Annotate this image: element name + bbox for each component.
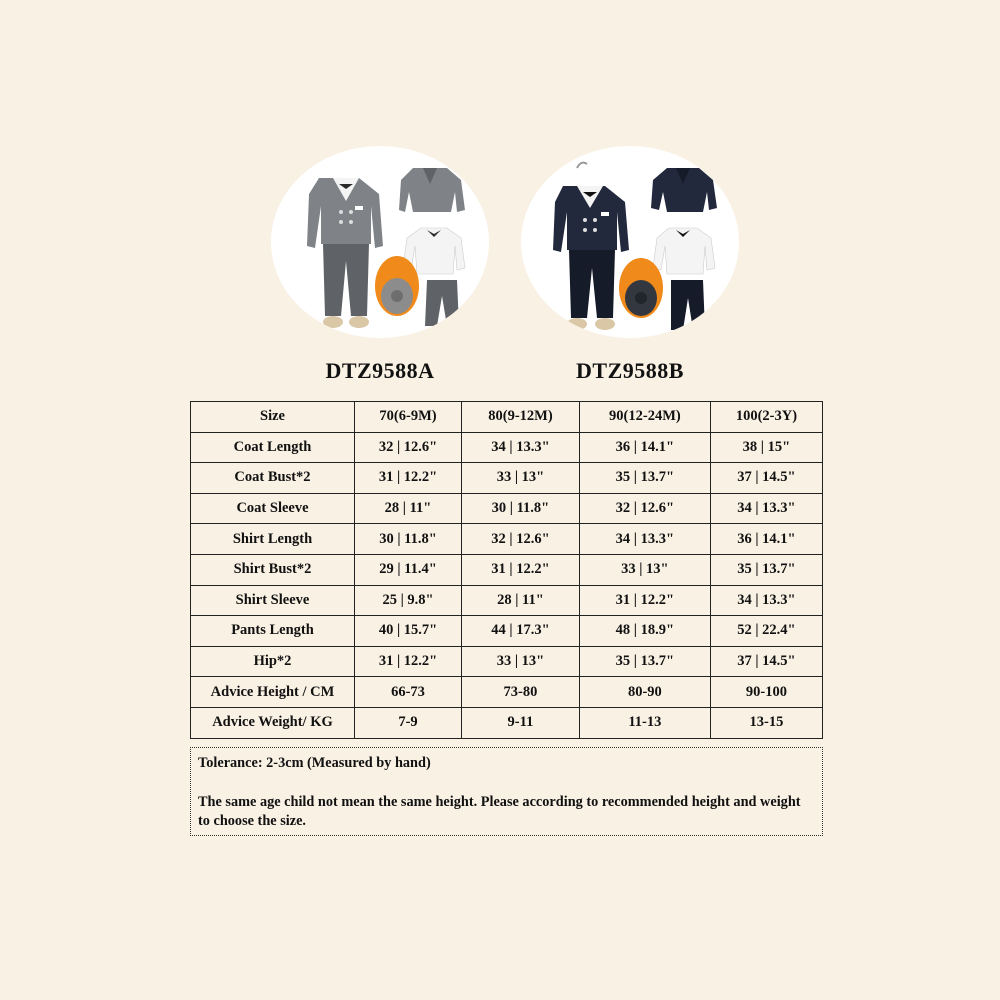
- table-header-cell: Size: [190, 401, 355, 433]
- table-row: Shirt Sleeve 25 | 9.8" 28 | 11" 31 | 12.2" 3…: [190, 584, 824, 617]
- table-cell: 80-90: [578, 676, 711, 708]
- table-cell: 31 | 12.2": [578, 584, 711, 617]
- size-notes: Tolerance: 2-3cm (Measured by hand) The …: [190, 747, 823, 836]
- table-cell: 32 | 12.6": [354, 431, 462, 464]
- table-cell: 28 | 11": [354, 492, 462, 525]
- table-cell: 32 | 12.6": [578, 492, 711, 525]
- table-cell: 11-13: [578, 706, 711, 739]
- table-header-cell: 100(2-3Y): [709, 401, 824, 433]
- table-row: Shirt Length 30 | 11.8" 32 | 12.6" 34 | 13.…: [190, 523, 824, 555]
- table-cell: 73-80: [461, 676, 580, 708]
- table-row: Advice Height / CM 66-73 73-80 80-90 90-100: [190, 676, 824, 708]
- tolerance-note: Tolerance: 2-3cm (Measured by hand): [198, 755, 431, 771]
- table-cell: 31 | 12.2": [354, 462, 462, 494]
- row-label-cell: Coat Bust*2: [190, 462, 355, 494]
- table-cell: 31 | 12.2": [354, 645, 462, 678]
- table-cell: 30 | 11.8": [461, 492, 580, 525]
- table-row: Shirt Bust*2 29 | 11.4" 31 | 12.2" 33 | 13"…: [190, 553, 824, 586]
- table-cell: 90-100: [709, 676, 824, 708]
- table-cell: 36 | 14.1": [578, 431, 711, 464]
- table-cell: 33 | 13": [578, 553, 711, 586]
- size-chart-table: Size 70(6-9M) 80(9-12M) 90(12-24M) 100(2-3Y)…: [190, 401, 824, 739]
- table-cell: 36 | 14.1": [709, 523, 824, 555]
- table-cell: 9-11: [461, 706, 580, 739]
- product-dtz9588a: DTZ9588A: [255, 146, 505, 384]
- table-cell: 29 | 11.4": [354, 553, 462, 586]
- table-row: Hip*2 31 | 12.2" 33 | 13" 35 | 13.7" 37 | 14…: [190, 645, 824, 678]
- table-cell: 34 | 13.3": [709, 584, 824, 617]
- table-cell: 33 | 13": [461, 645, 580, 678]
- row-label-cell: Pants Length: [190, 615, 355, 647]
- grey-pinstripe-suit-set-image: [307, 168, 466, 328]
- product-code: DTZ9588A: [325, 358, 435, 383]
- row-label-cell: Coat Length: [190, 431, 355, 464]
- row-label-cell: Hip*2: [190, 645, 355, 678]
- product-image-circle: [271, 146, 489, 338]
- table-row: Advice Weight/ KG 7-9 9-11 11-13 13-15: [190, 706, 824, 739]
- table-cell: 35 | 13.7": [578, 645, 711, 678]
- row-label-cell: Shirt Length: [190, 523, 355, 555]
- table-cell: 28 | 11": [461, 584, 580, 617]
- table-row: Pants Length 40 | 15.7" 44 | 17.3" 48 | 18.…: [190, 615, 824, 647]
- table-header-row: Size 70(6-9M) 80(9-12M) 90(12-24M) 100(2-3Y): [190, 401, 824, 433]
- table-cell: 30 | 11.8": [354, 523, 462, 555]
- table-cell: 34 | 13.3": [578, 523, 711, 555]
- product-image-circle: [521, 146, 739, 338]
- table-header-cell: 90(12-24M): [578, 401, 711, 433]
- table-cell: 34 | 13.3": [461, 431, 580, 464]
- product-dtz9588b: DTZ9588B: [505, 146, 755, 384]
- table-cell: 33 | 13": [461, 462, 580, 494]
- table-row: Coat Length 32 | 12.6" 34 | 13.3" 36 | 14.1…: [190, 431, 824, 464]
- row-label-cell: Advice Weight/ KG: [190, 706, 355, 739]
- row-label-cell: Coat Sleeve: [190, 492, 355, 525]
- table-cell: 13-15: [709, 706, 824, 739]
- table-cell: 48 | 18.9": [578, 615, 711, 647]
- table-row: Coat Sleeve 28 | 11" 30 | 11.8" 32 | 12.6" 3…: [190, 492, 824, 525]
- table-row: Coat Bust*2 31 | 12.2" 33 | 13" 35 | 13.7" 3…: [190, 462, 824, 494]
- table-cell: 7-9: [354, 706, 462, 739]
- table-cell: 44 | 17.3": [461, 615, 580, 647]
- row-label-cell: Shirt Bust*2: [190, 553, 355, 586]
- table-cell: 34 | 13.3": [709, 492, 824, 525]
- table-cell: 52 | 22.4": [709, 615, 824, 647]
- table-cell: 40 | 15.7": [354, 615, 462, 647]
- row-label-cell: Shirt Sleeve: [190, 584, 355, 617]
- table-header-cell: 70(6-9M): [354, 401, 462, 433]
- table-cell: 66-73: [354, 676, 462, 708]
- advice-note: The same age child not mean the same hei…: [198, 794, 801, 829]
- row-label-cell: Advice Height / CM: [190, 676, 355, 708]
- table-cell: 38 | 15": [709, 431, 824, 464]
- table-cell: 35 | 13.7": [578, 462, 711, 494]
- table-cell: 35 | 13.7": [709, 553, 824, 586]
- navy-pinstripe-suit-set-image: [553, 161, 717, 330]
- table-cell: 37 | 14.5": [709, 462, 824, 494]
- product-code: DTZ9588B: [576, 358, 684, 383]
- table-cell: 32 | 12.6": [461, 523, 580, 555]
- table-cell: 37 | 14.5": [709, 645, 824, 678]
- table-header-cell: 80(9-12M): [461, 401, 580, 433]
- table-cell: 31 | 12.2": [461, 553, 580, 586]
- table-cell: 25 | 9.8": [354, 584, 462, 617]
